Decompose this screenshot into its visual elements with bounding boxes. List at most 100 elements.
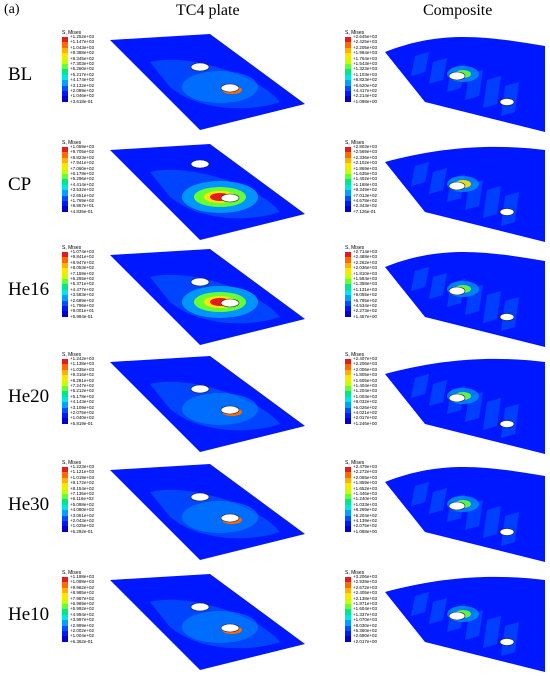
row-he20-plate-legend-value: +1.040e+02 — [70, 415, 95, 421]
row-he10-composite-legend-swatch — [345, 636, 351, 642]
row-he20-composite-legend-swatch — [345, 380, 351, 386]
row-cp-plate-contour-plot — [110, 142, 305, 242]
row-he16-composite-fastener-hole-2 — [499, 313, 515, 321]
row-he20-plate-legend-value: +2.075e+02 — [70, 409, 95, 415]
row-he30-plate-legend-value: +2.043e+02 — [70, 517, 95, 523]
row-he20-plate-stress-band — [150, 381, 280, 431]
row-cp-plate-fastener-hole-2 — [220, 193, 240, 203]
row-cp-composite-legend-swatch — [345, 206, 351, 212]
row-cp-plate-legend-swatch — [62, 179, 68, 185]
row-he30-label: He30 — [8, 494, 50, 515]
row-he30-composite-legend-swatch — [345, 526, 351, 532]
row-he20-composite-legend-value: +1.605e+03 — [353, 377, 378, 383]
row-he30-plate-legend-value: +1.223e+03 — [70, 464, 95, 469]
row-he30-composite-legend: S, Mises +2.479e+03 +2.272e+03 +2.065e+03 +1… — [345, 460, 390, 538]
row-he30-plate-legend-swatch — [62, 488, 68, 494]
row-bl-composite-laminate-surface — [385, 36, 545, 132]
row-he10-composite-legend-value: +2.017e+00 — [353, 638, 378, 644]
row-he10-composite-legend-swatch — [345, 593, 351, 599]
row-he16-composite-legend-swatch — [345, 284, 351, 290]
row-he20-composite-legend-value: +2.017e+02 — [353, 415, 378, 421]
row-he10-plate-legend: S, Mises +1.198e+03 +1.098e+03 +9.982e+02 +8… — [62, 570, 107, 648]
row-bl-composite-contour-plot — [385, 32, 545, 132]
row-he30-plate-legend-colorbar — [62, 467, 68, 532]
row-bl-composite-legend-value: +2.425e+03 — [353, 39, 378, 45]
row-cp-composite-legend-value: +1.402e+03 — [353, 176, 378, 182]
row-he10-plate-stress-band — [150, 599, 280, 649]
row-cp-plate-legend-value: +2.651e+02 — [70, 192, 95, 198]
row-bl-plate-legend-value: +9.388e+02 — [70, 50, 95, 56]
row-he30-plate-legend-swatch — [62, 472, 68, 478]
row-cp-composite-legend-title: S, Mises — [345, 140, 365, 146]
row-bl-composite-legend-swatch — [345, 74, 351, 81]
row-he30-composite-ply-stress-patch — [429, 488, 447, 514]
row-he16-plate-legend-value: +8.947e+02 — [70, 259, 95, 265]
row-bl-composite-fastener-hole-1 — [448, 71, 466, 81]
row-cp-composite-legend-value: +2.569e+03 — [353, 149, 378, 155]
row-bl-plate-legend-title: S, Mises — [62, 30, 82, 36]
row-he16-plate-legend-value: +4.477e+02 — [70, 286, 95, 292]
row-he20-plate-legend-swatch — [62, 369, 68, 376]
row-he20-composite-legend-swatch — [345, 418, 351, 424]
row-he16-plate-legend-value: +8.053e+02 — [70, 265, 95, 271]
row-he20-composite-legend-swatch — [345, 385, 351, 392]
row-he20-composite-legend-swatch — [345, 391, 351, 397]
row-bl-composite-legend-value: +8.823e+02 — [353, 77, 378, 83]
row-bl-plate-contour-svg — [110, 34, 305, 130]
row-bl-composite-ply-stress-patch — [483, 76, 501, 108]
row-cp-composite-legend-swatch — [345, 173, 351, 180]
row-he10-composite-legend-value: +3.206e+03 — [353, 574, 378, 579]
row-he20-composite-legend-value: +1.805e+03 — [353, 372, 378, 378]
row-bl-composite-ply-stress-patch — [411, 52, 429, 76]
row-he16-composite-legend-swatch — [345, 252, 351, 258]
row-he16-composite-legend-value: +9.055e+02 — [353, 292, 378, 298]
row-he10-plate-legend-swatch — [62, 620, 68, 626]
row-he10-composite-legend-title: S, Mises — [345, 570, 365, 576]
row-bl-composite-fastener-hole-2 — [499, 98, 515, 106]
row-he16-composite-legend: S, Mises +2.714e+03 +2.488e+03 +2.262e+03 +2… — [345, 245, 390, 323]
row-he16-plate-legend-colorbar — [62, 252, 68, 317]
row-bl-plate-legend-value: +1.046e+02 — [70, 93, 95, 99]
row-he10-plate-legend-swatch — [62, 603, 68, 610]
row-he10-plate-legend-swatch — [62, 598, 68, 604]
row-he10-composite-legend-value: +1.337e+03 — [353, 611, 378, 617]
row-he10-composite-ply-stress-patch — [429, 598, 447, 624]
row-he16-plate-legend-swatch — [62, 278, 68, 285]
row-he20-composite-ply-stress-patch — [411, 374, 429, 398]
row-he20-composite-legend-swatch — [345, 412, 351, 419]
row-he30-plate-legend-value: +3.061e+02 — [70, 512, 95, 518]
row-he20-plate-fastener-hole-1 — [190, 384, 210, 394]
row-he16-composite-legend-value: +1.584e+03 — [353, 275, 378, 281]
row-he10-composite-legend-value: +1.070e+03 — [353, 617, 378, 623]
row-he16-composite-legend-swatch — [345, 300, 351, 306]
row-he10-composite-legend-colorbar — [345, 577, 351, 642]
row-cp-composite-legend-values: +2.803e+03 +2.569e+03 +2.336e+03 +2.102e+03… — [353, 144, 378, 215]
row-cp-composite-fastener-hole-2 — [499, 208, 515, 216]
row-he30-composite-legend-swatch — [345, 499, 351, 505]
row-bl-composite-legend-title: S, Mises — [345, 30, 365, 36]
row-he20-composite-contour-plot — [385, 354, 545, 454]
row-he20-plate-legend-title: S, Mises — [62, 352, 82, 358]
row-he16-composite-legend-value: +2.714e+03 — [353, 249, 378, 254]
row-he16-composite-legend-swatch — [345, 262, 351, 269]
column-title-composite: Composite — [423, 2, 493, 19]
row-bl-composite-legend-value: +2.645e+03 — [353, 34, 378, 39]
row-bl-composite-legend-swatch — [345, 58, 351, 64]
row-he16-plate-legend-swatch — [62, 284, 68, 290]
row-he16-composite-legend-value: +2.036e+03 — [353, 265, 378, 271]
row-he10-composite-legend-swatch — [345, 587, 351, 594]
row-cp-composite-legend-value: +7.013e+02 — [353, 192, 378, 198]
row-he20-composite-legend-title: S, Mises — [345, 352, 365, 358]
row-he16-composite-legend-swatch — [345, 305, 351, 312]
row-cp-composite-legend-value: +9.349e+02 — [353, 187, 378, 193]
row-he10-composite-fastener-hole-2 — [499, 638, 515, 646]
row-he30-composite-legend-swatch — [345, 493, 351, 500]
row-cp-plate-legend-values: +1.059e+03 +9.705e+02 +8.823e+02 +7.941e+02… — [70, 144, 95, 215]
row-he30-composite-fastener-hole-1 — [448, 501, 466, 511]
row-cp-plate-legend-value: +8.823e+02 — [70, 154, 95, 160]
column-title-tc4-plate: TC4 plate — [176, 2, 240, 19]
row-cp-composite-legend-value: +2.803e+03 — [353, 144, 378, 149]
row-he16-plate-legend: S, Mises +1.074e+03 +9.841e+02 +8.947e+02 +8… — [62, 245, 107, 323]
row-he16-composite-contour-svg — [385, 251, 545, 347]
row-he10-plate-stress-band-inner — [182, 611, 258, 643]
